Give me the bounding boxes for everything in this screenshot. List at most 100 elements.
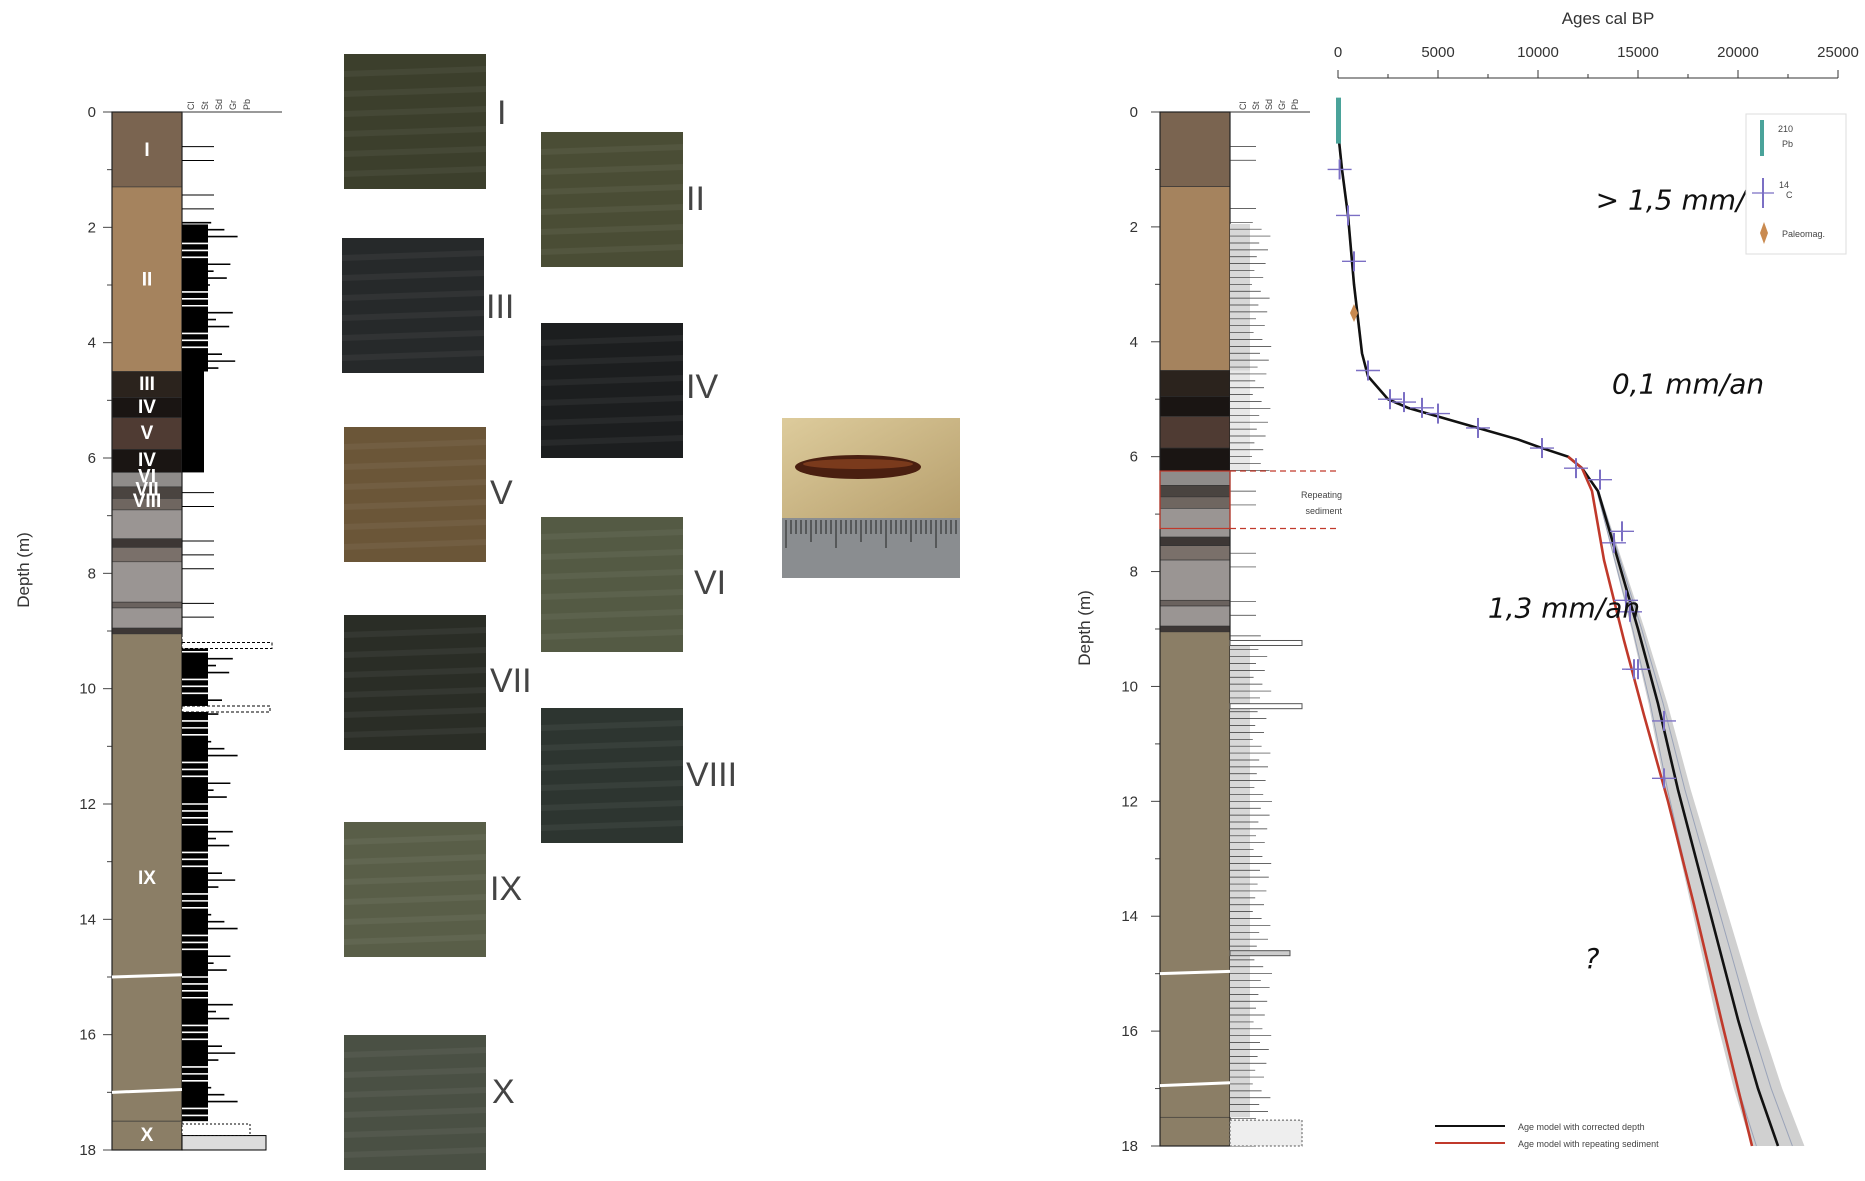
age-tick-label-10000: 10000 (1517, 44, 1559, 61)
right-grain-fill (1230, 224, 1250, 371)
left-unit-2 (111, 371, 183, 398)
left-grain-block (182, 371, 204, 473)
core-photo-texture (343, 667, 487, 678)
rate-annotation-1: 0,1 mm/an (1612, 367, 1764, 400)
core-photo-label-IX: IX (490, 870, 522, 908)
right-stratigraphic-log: Depth (m) 0 2 4 6 8 10 12 14 16 18 Cl St Sd Gr Pb Rep… (1075, 99, 1342, 1155)
left-tick-label-18: 18 (79, 1142, 96, 1159)
right-tick-label-14: 14 (1121, 908, 1138, 925)
legend-paleomag-swatch (1760, 222, 1768, 244)
right-tick-label-10: 10 (1121, 678, 1138, 695)
core-photo-texture (540, 204, 684, 215)
series-legend-label-1: Age model with repeating sediment (1518, 1139, 1659, 1149)
core-photo-label-I: I (497, 94, 506, 132)
core-photo-texture (343, 539, 487, 550)
right-unit-6 (1159, 470, 1231, 486)
core-photo-texture (343, 86, 487, 97)
left-unit-4 (111, 417, 183, 450)
core-photo-texture (540, 435, 684, 446)
core-photo-swatch (344, 54, 486, 189)
left-unit-label-7: VII (135, 480, 158, 501)
right-depth-ticks: 0 2 4 6 8 10 12 14 16 18 (1121, 104, 1161, 1155)
left-grain-block (182, 642, 208, 1122)
left-unit-label-16: IX (138, 868, 156, 889)
right-unit-0 (1159, 111, 1231, 187)
core-photo-texture (540, 800, 684, 811)
core-photo-VIII: VIII (540, 708, 737, 843)
age-depth-chart: Ages cal BP 0 5000 10000 15000 20000 25000 > … (1327, 9, 1859, 1149)
right-grain-label-Sd: Sd (1264, 99, 1274, 110)
core-photo-swatch (344, 427, 486, 562)
left-grain-sand (181, 642, 273, 650)
right-unit-16 (1159, 631, 1231, 1118)
core-photo-texture (343, 1067, 487, 1078)
age-tick-label-25000: 25000 (1817, 44, 1859, 61)
core-photo-IV: IV (540, 323, 718, 458)
right-unit-8 (1159, 496, 1231, 509)
left-tick-label-0: 0 (88, 104, 96, 121)
core-photo-texture (343, 1087, 487, 1098)
core-photo-texture (341, 330, 485, 341)
right-units (1159, 111, 1231, 1147)
series-line-0 (1336, 111, 1780, 1147)
core-photo-texture (343, 834, 487, 845)
age-x-axis: 0 5000 10000 15000 20000 25000 (1334, 44, 1859, 79)
core-photo-texture (343, 479, 487, 490)
left-unit-12 (111, 561, 183, 603)
core-photo-label-V: V (490, 474, 513, 512)
core-photo-texture (341, 310, 485, 321)
right-tick-label-2: 2 (1130, 219, 1138, 236)
left-tick-label-2: 2 (88, 219, 96, 236)
right-grain-gravel (1229, 1119, 1303, 1147)
core-photo-VI: VI (540, 517, 726, 652)
right-unit-3 (1159, 396, 1231, 417)
core-photo-texture (540, 375, 684, 386)
left-unit-label-3: IV (138, 397, 156, 418)
left-grain-sand (181, 705, 271, 713)
left-unit-16 (111, 633, 183, 1122)
core-photo-texture (540, 720, 684, 731)
left-tick-label-4: 4 (88, 335, 96, 352)
core-photo-X: X (343, 1035, 515, 1170)
left-tick-label-8: 8 (88, 565, 96, 582)
left-unit-9 (111, 509, 183, 540)
right-grain-labels: Cl St Sd Gr Pb (1230, 99, 1310, 113)
core-photo-texture (343, 519, 487, 530)
legend-pb-text: Pb (1782, 139, 1793, 149)
core-photo-swatch (344, 1035, 486, 1170)
left-unit-15 (111, 627, 183, 635)
right-unit-4 (1159, 416, 1231, 449)
right-erosion (1159, 969, 1231, 976)
core-photo-texture (343, 439, 487, 450)
core-photo-swatch (344, 615, 486, 750)
right-tick-label-18: 18 (1121, 1138, 1138, 1155)
legend-c-sup: 14 (1779, 180, 1789, 190)
right-grain-label-St: St (1251, 101, 1261, 110)
core-photo-texture (343, 687, 487, 698)
core-photo-texture (540, 760, 684, 771)
core-photo-label-III: III (486, 288, 514, 326)
core-photo-texture (540, 780, 684, 791)
core-photo-texture (343, 66, 487, 77)
left-grain-labels: Cl St Sd Gr Pb (182, 99, 282, 113)
left-depth-label: Depth (m) (14, 532, 33, 608)
right-grain-column (1159, 112, 1303, 1147)
right-unit-5 (1159, 447, 1231, 472)
core-photo-swatch (541, 323, 683, 458)
core-photo-texture (343, 1047, 487, 1058)
core-photo-texture (341, 250, 485, 261)
core-photo-texture (343, 1107, 487, 1118)
left-unit-label-8: VIII (133, 491, 162, 512)
right-unit-15 (1159, 625, 1231, 633)
core-photo-texture (540, 529, 684, 540)
dating-markers (1327, 97, 1676, 789)
core-photo-texture (343, 1147, 487, 1158)
core-photo-texture (540, 244, 684, 255)
repeating-sediment-box: Repeating sediment (1159, 470, 1342, 530)
left-unit-0 (111, 111, 183, 188)
left-grain-block (182, 224, 208, 372)
age-tick-label-20000: 20000 (1717, 44, 1759, 61)
core-photo-V: V (343, 427, 513, 562)
core-photo-VII: VII (343, 615, 532, 750)
right-tick-label-0: 0 (1130, 104, 1138, 121)
